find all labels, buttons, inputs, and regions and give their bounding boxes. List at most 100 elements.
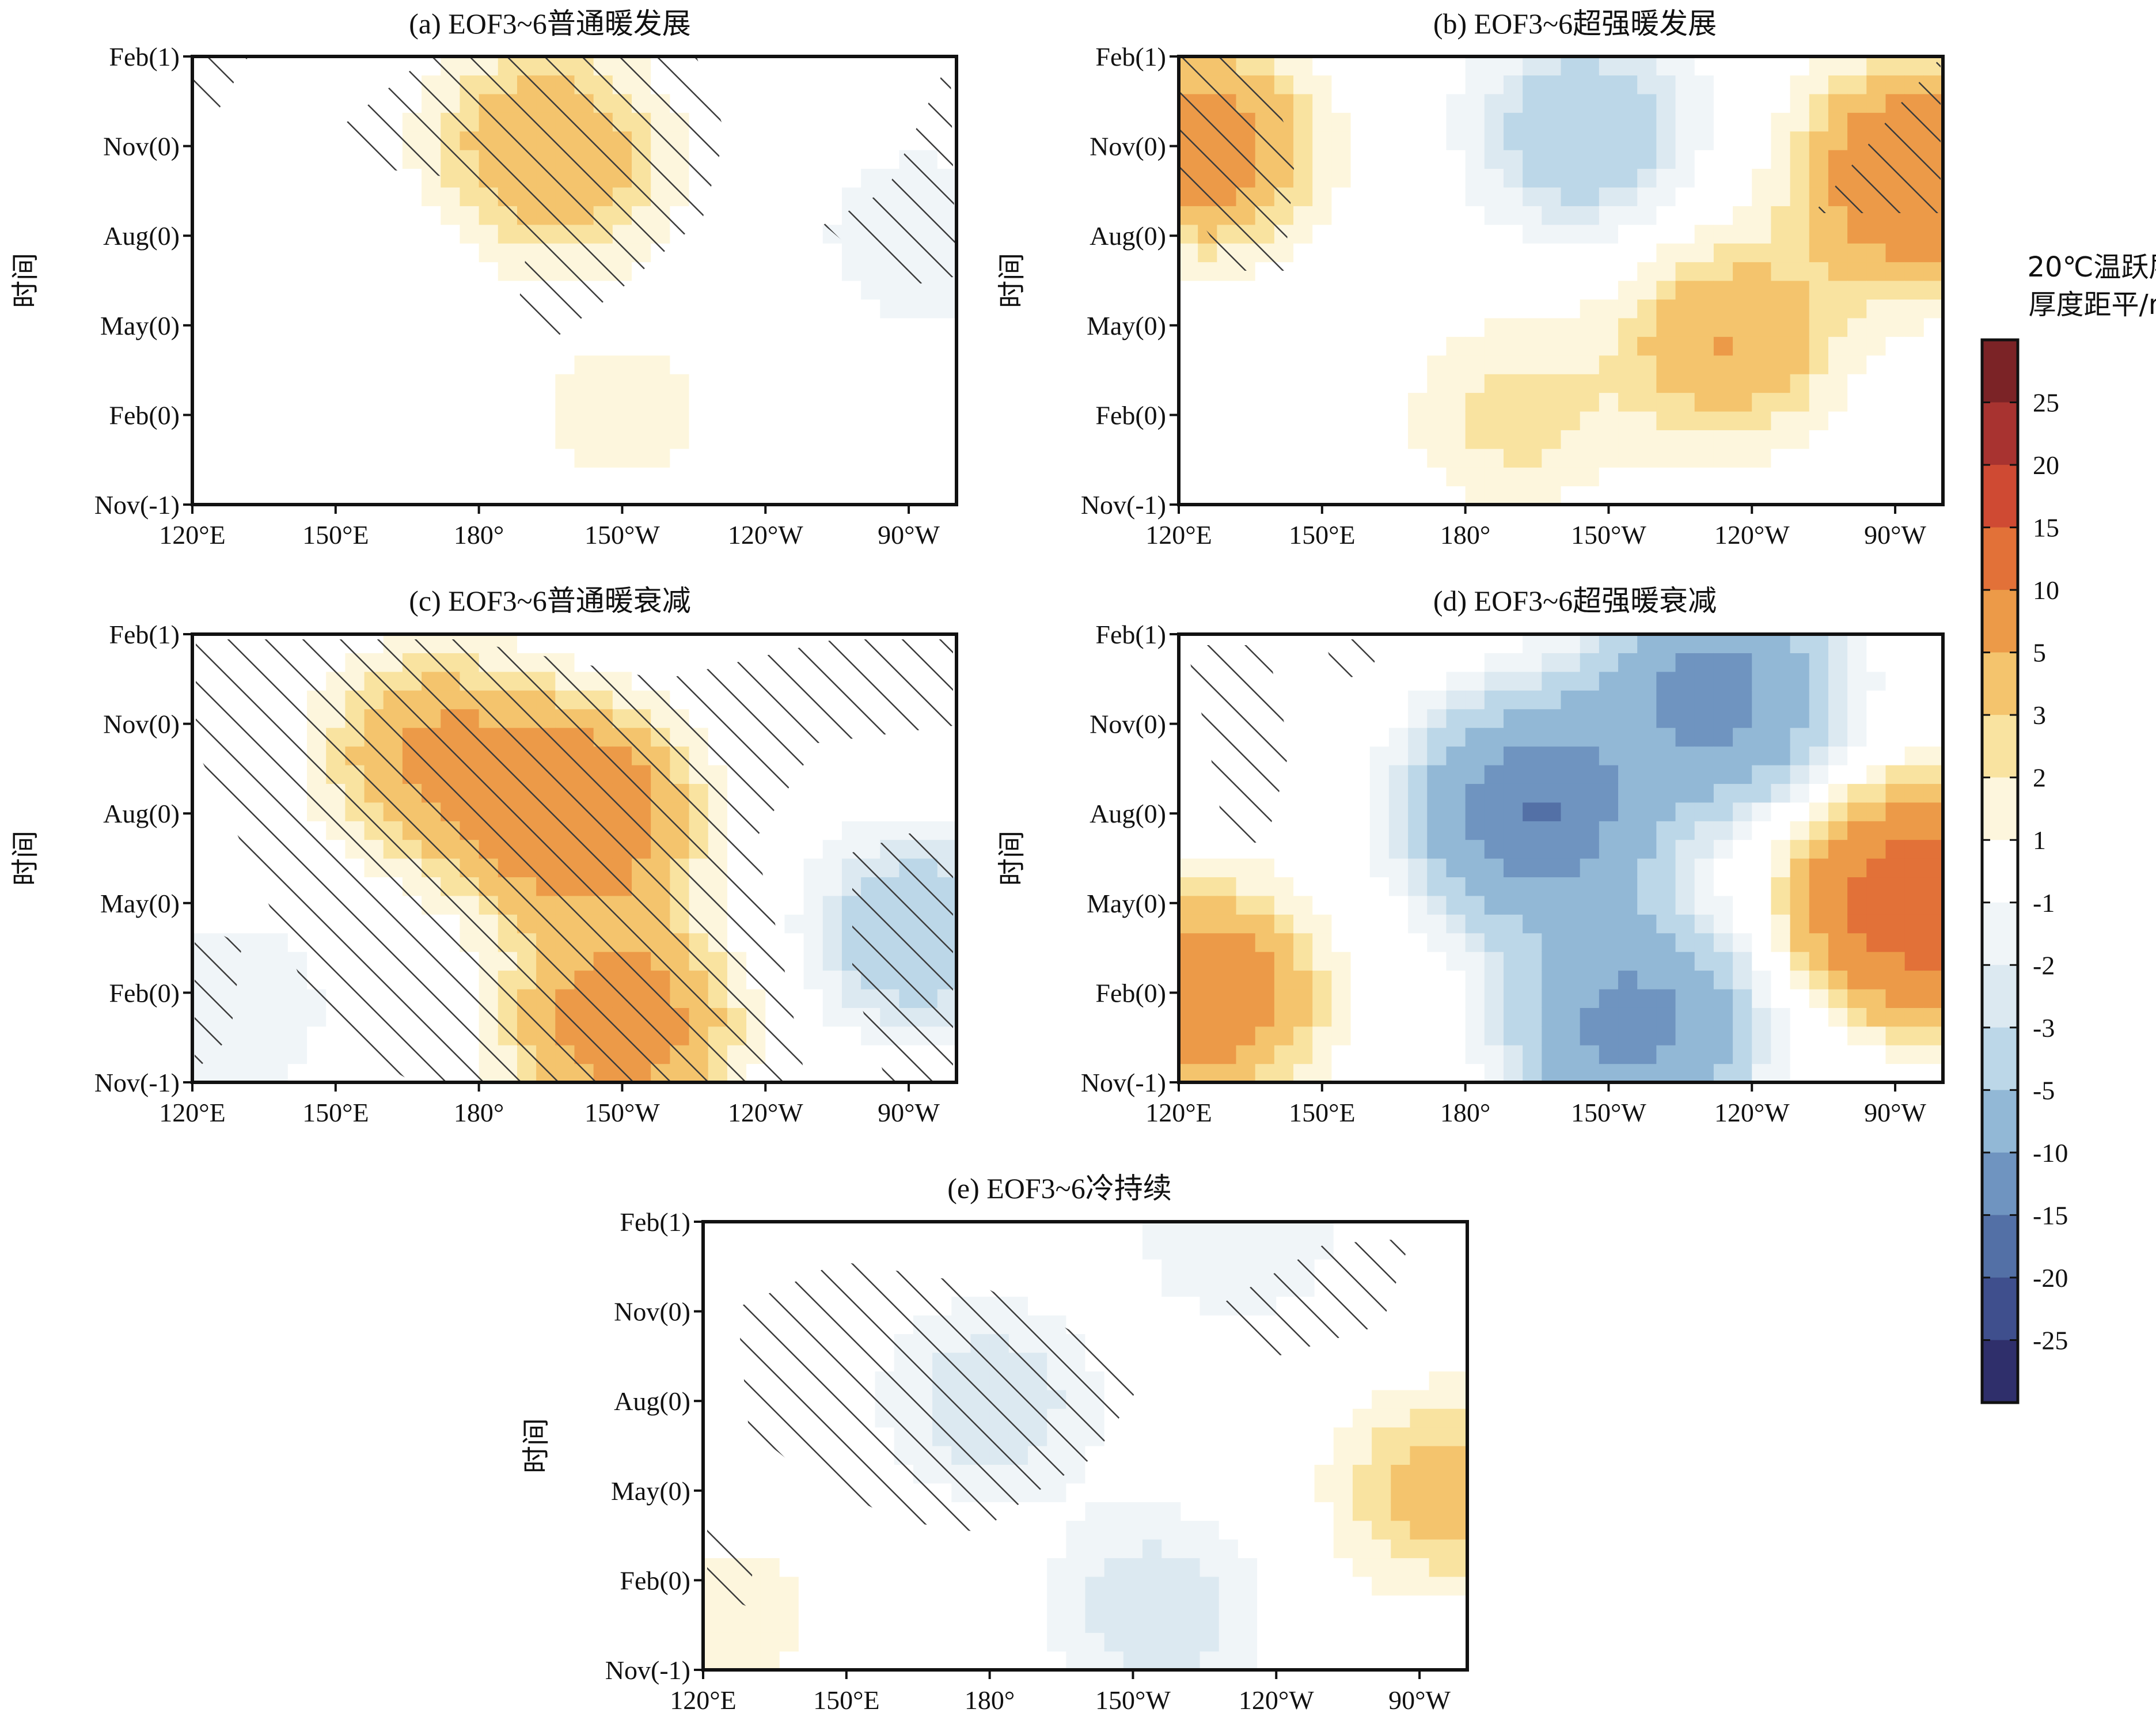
heatmap-cell xyxy=(1331,374,1352,393)
panel-e-frame xyxy=(701,1220,1469,1672)
heatmap-cell xyxy=(1503,858,1523,878)
heatmap-cell xyxy=(1484,243,1504,263)
heatmap-cell xyxy=(1388,467,1409,487)
heatmap-cell xyxy=(1465,802,1485,821)
heatmap-cell xyxy=(1027,1278,1047,1297)
heatmap-cell xyxy=(1198,411,1217,430)
heatmap-cell xyxy=(1274,933,1294,952)
heatmap-cell xyxy=(1085,1502,1105,1521)
heatmap-cell xyxy=(1752,858,1772,878)
heatmap-cell xyxy=(1637,430,1657,449)
heatmap-cell xyxy=(861,56,880,76)
heatmap-cell xyxy=(1312,858,1332,878)
heatmap-cell xyxy=(1503,1063,1523,1083)
heatmap-cell xyxy=(703,1502,723,1521)
heatmap-cell xyxy=(1828,671,1848,691)
heatmap-cell xyxy=(1236,411,1256,430)
heatmap-cell xyxy=(1142,1483,1162,1502)
heatmap-cell xyxy=(1618,708,1638,728)
heatmap-cell xyxy=(1637,858,1657,878)
heatmap-cell xyxy=(803,1026,823,1045)
heatmap-cell xyxy=(1923,355,1944,374)
heatmap-cell xyxy=(703,1651,723,1670)
heatmap-cell xyxy=(1542,206,1562,225)
heatmap-cell xyxy=(1446,821,1466,840)
heatmap-cell xyxy=(1331,224,1352,244)
heatmap-cell xyxy=(803,131,823,150)
heatmap-cell xyxy=(1446,486,1466,505)
heatmap-cell xyxy=(1331,281,1352,300)
heatmap-cell xyxy=(1448,1408,1468,1428)
heatmap-cell xyxy=(1369,988,1390,1008)
heatmap-cell xyxy=(1331,262,1352,281)
heatmap-cell xyxy=(249,448,270,468)
heatmap-cell xyxy=(1656,970,1676,990)
heatmap-cell xyxy=(1391,1558,1411,1577)
heatmap-cell xyxy=(1771,690,1791,710)
heatmap-cell xyxy=(326,168,346,188)
heatmap-cell xyxy=(784,802,804,821)
heatmap-cell xyxy=(1274,671,1294,691)
heatmap-cell xyxy=(861,821,880,840)
heatmap-cell xyxy=(1293,1045,1313,1064)
heatmap-cell xyxy=(822,764,842,784)
heatmap-cell xyxy=(1656,411,1676,430)
heatmap-cell xyxy=(1503,448,1523,468)
heatmap-cell xyxy=(1656,374,1676,393)
heatmap-cell xyxy=(1542,150,1562,169)
heatmap-cell xyxy=(1312,653,1332,672)
heatmap-cell xyxy=(1352,1427,1372,1446)
heatmap-cell xyxy=(1809,224,1829,244)
heatmap-cell xyxy=(249,933,270,952)
heatmap-cell xyxy=(1123,1222,1143,1241)
heatmap-cell xyxy=(1446,56,1466,76)
heatmap-cell xyxy=(1104,1520,1124,1540)
heatmap-cell xyxy=(803,187,823,206)
heatmap-cell xyxy=(784,355,804,374)
heatmap-cell xyxy=(1066,1483,1086,1502)
x-tick-label: 150°E xyxy=(1289,520,1356,550)
heatmap-cell xyxy=(1923,933,1944,952)
y-tick-label: Feb(1) xyxy=(1095,42,1166,71)
heatmap-cell xyxy=(1675,355,1695,374)
heatmap-cell xyxy=(1179,243,1198,263)
heatmap-cell xyxy=(1161,1651,1181,1670)
heatmap-cell xyxy=(951,1576,971,1596)
heatmap-cell xyxy=(1542,486,1562,505)
heatmap-cell xyxy=(1752,933,1772,952)
heatmap-cell xyxy=(841,75,861,94)
heatmap-cell xyxy=(1523,262,1542,281)
heatmap-cell xyxy=(841,262,861,281)
heatmap-cell xyxy=(1484,895,1504,915)
x-tick-label: 150°E xyxy=(302,1098,369,1127)
heatmap-cell xyxy=(1771,1045,1791,1064)
heatmap-cell xyxy=(1809,430,1829,449)
heatmap-cell xyxy=(913,1539,933,1559)
heatmap-cell xyxy=(703,1296,723,1316)
heatmap-cell xyxy=(1312,187,1332,206)
heatmap-cell xyxy=(1388,690,1409,710)
heatmap-cell xyxy=(1580,467,1600,487)
heatmap-cell xyxy=(1295,1613,1315,1633)
heatmap-cell xyxy=(1790,112,1810,132)
heatmap-cell xyxy=(1217,1026,1237,1045)
heatmap-cell xyxy=(1580,988,1600,1008)
heatmap-cell xyxy=(1314,1539,1334,1559)
heatmap-cell xyxy=(798,1558,818,1577)
heatmap-cell xyxy=(1694,224,1714,244)
heatmap-cell xyxy=(913,1576,933,1596)
heatmap-cell xyxy=(1219,1558,1239,1577)
heatmap-cell xyxy=(1656,1045,1676,1064)
heatmap-cell xyxy=(1369,224,1390,244)
heatmap-cell xyxy=(1274,299,1294,319)
heatmap-cell xyxy=(1465,914,1485,934)
heatmap-cell xyxy=(1369,168,1390,188)
heatmap-cell xyxy=(1027,1613,1047,1633)
heatmap-cell xyxy=(211,1063,231,1083)
heatmap-cell xyxy=(1257,1558,1277,1577)
heatmap-cell xyxy=(1694,168,1714,188)
heatmap-cell xyxy=(822,988,842,1008)
heatmap-cell xyxy=(1599,914,1619,934)
heatmap-cell xyxy=(1752,486,1772,505)
heatmap-cell xyxy=(1123,1259,1143,1278)
